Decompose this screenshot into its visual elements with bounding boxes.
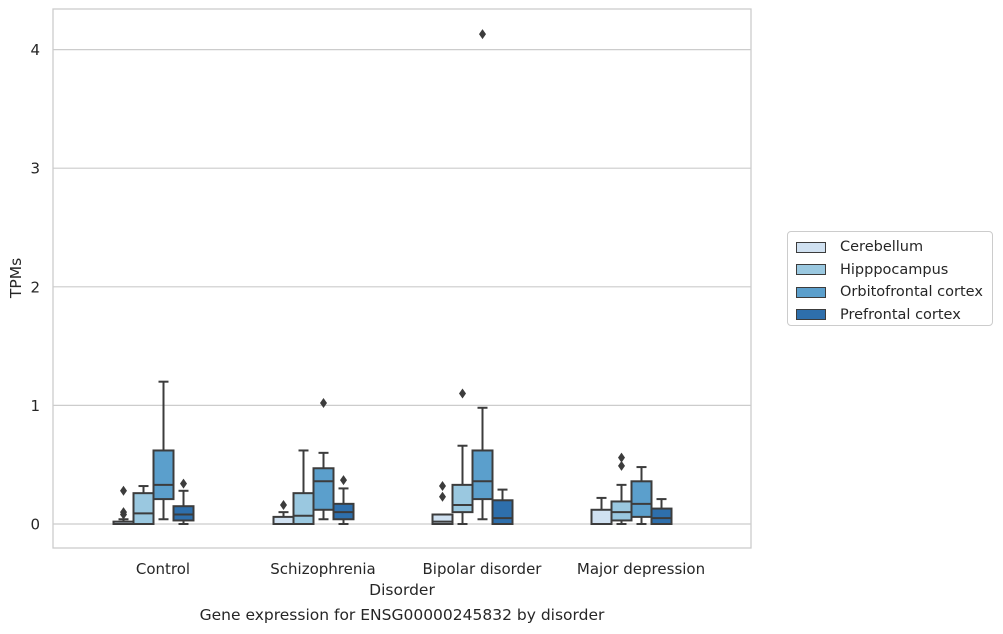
box-body <box>272 515 295 525</box>
legend-label-hippocampus: Hipppocampus <box>840 261 949 278</box>
box-body <box>451 483 474 514</box>
box-body <box>610 500 633 522</box>
box-1-0 <box>132 485 155 526</box>
box-0-3 <box>590 496 613 526</box>
x-tick-label-2: Bipolar disorder <box>423 560 543 578</box>
box-2-3 <box>630 466 653 525</box>
legend-swatch-orbitofrontal-cortex <box>796 286 826 298</box>
box-2-1 <box>312 398 335 521</box>
box-3-1 <box>332 475 355 525</box>
x-tick-label-0: Control <box>136 560 190 578</box>
figure-caption: Gene expression for ENSG00000245832 by d… <box>199 606 605 624</box>
box-2-0 <box>152 380 175 521</box>
legend-label-orbitofrontal-cortex: Orbitofrontal cortex <box>840 284 983 301</box>
box-body <box>630 480 653 518</box>
outlier-point <box>459 388 466 399</box>
outlier-point <box>439 491 446 502</box>
box-1-2 <box>451 388 474 525</box>
box-3-3 <box>650 498 673 526</box>
legend: Cerebellum Hipppocampus Orbitofrontal co… <box>787 231 993 326</box>
box-series <box>112 29 673 526</box>
box-body <box>172 505 195 522</box>
outlier-point <box>439 481 446 492</box>
box-body <box>152 449 175 501</box>
outlier-point <box>180 478 187 489</box>
outlier-point <box>120 507 127 518</box>
outlier-point <box>280 500 287 511</box>
y-tick-label-4: 4 <box>30 41 40 59</box>
x-axis-label: Disorder <box>369 581 435 599</box>
y-tick-labels: 0 1 2 3 4 <box>30 41 40 533</box>
legend-swatch-cerebellum <box>796 241 826 253</box>
box-1-3 <box>610 452 633 525</box>
outlier-point <box>618 460 625 471</box>
outlier-point <box>618 452 625 463</box>
box-3-0 <box>172 478 195 525</box>
x-tick-labels: Control Schizophrenia Bipolar disorder Majo… <box>136 560 705 578</box>
box-body <box>491 499 514 525</box>
legend-swatch-prefrontal-cortex <box>796 309 826 321</box>
x-tick-label-1: Schizophrenia <box>270 560 375 578</box>
outlier-point <box>479 29 486 40</box>
box-0-2 <box>431 481 454 526</box>
legend-item-orbitofrontal-cortex: Orbitofrontal cortex <box>796 281 984 304</box>
box-body <box>650 507 673 526</box>
box-body <box>132 492 155 526</box>
box-2-2 <box>471 29 494 521</box>
legend-item-cerebellum: Cerebellum <box>796 236 984 259</box>
box-body <box>292 492 315 526</box>
y-axis-label: TPMs <box>7 258 25 299</box>
gridlines <box>53 48 751 525</box>
y-tick-label-1: 1 <box>30 397 40 415</box>
box-body <box>312 467 335 511</box>
legend-item-hippocampus: Hipppocampus <box>796 259 984 282</box>
x-tick-label-3: Major depression <box>577 560 705 578</box>
y-tick-label-0: 0 <box>30 516 40 534</box>
box-body <box>590 508 613 526</box>
box-3-2 <box>491 488 514 525</box>
box-body <box>431 513 454 526</box>
outlier-point <box>120 485 127 496</box>
box-body <box>471 449 494 501</box>
outlier-point <box>340 475 347 486</box>
legend-label-prefrontal-cortex: Prefrontal cortex <box>840 306 961 323</box>
legend-swatch-hippocampus <box>796 264 826 276</box>
outlier-point <box>320 398 327 409</box>
y-tick-label-3: 3 <box>30 160 40 178</box>
box-1-1 <box>292 449 315 526</box>
legend-label-cerebellum: Cerebellum <box>840 239 924 256</box>
y-tick-label-2: 2 <box>30 278 40 296</box>
legend-item-prefrontal-cortex: Prefrontal cortex <box>796 304 984 327</box>
